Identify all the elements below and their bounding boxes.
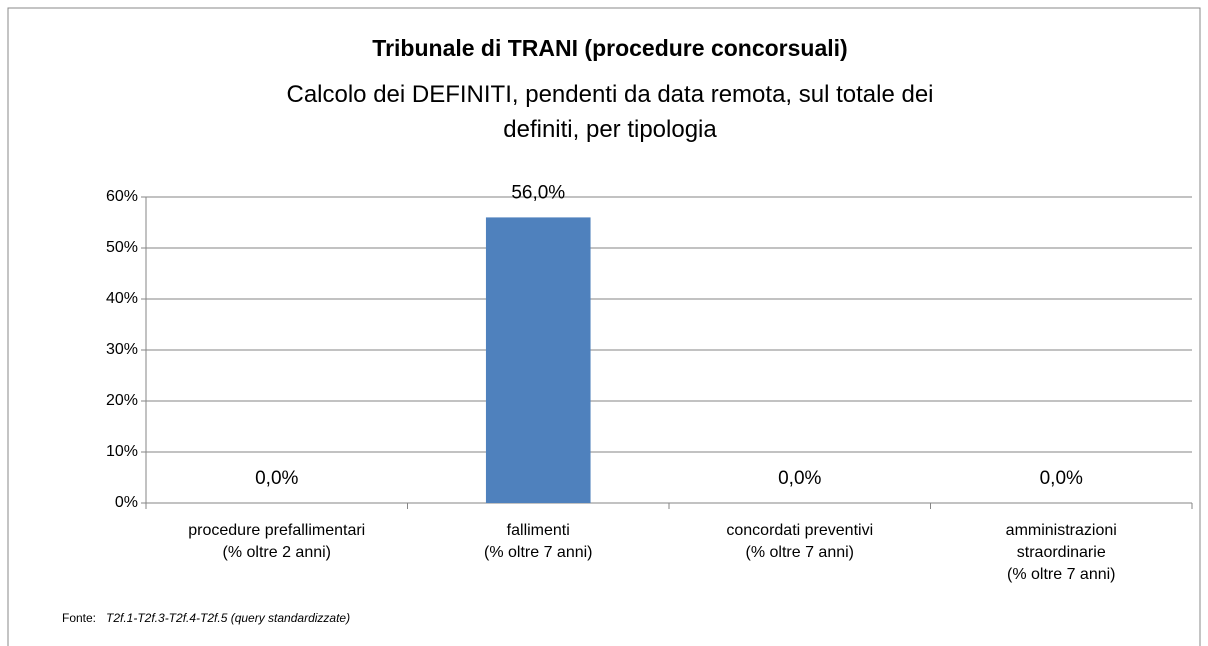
y-tick-label: 0%: [115, 494, 138, 511]
source-label: Fonte:: [62, 611, 96, 625]
chart-title: Tribunale di TRANI (procedure concorsual…: [372, 35, 847, 61]
y-tick-label: 30%: [106, 341, 138, 358]
y-tick-label: 60%: [106, 188, 138, 205]
chart-subtitle: Calcolo dei DEFINITI, pendenti da data r…: [286, 81, 933, 143]
value-label: 56,0%: [511, 182, 565, 203]
y-tick-label: 50%: [106, 239, 138, 256]
x-tick-label: fallimenti (% oltre 7 anni): [484, 522, 593, 561]
y-tick-label: 10%: [106, 443, 138, 460]
value-label: 0,0%: [255, 468, 298, 489]
chart-frame: [7, 7, 1201, 646]
value-label: 0,0%: [778, 468, 821, 489]
x-tick-label: amministrazioni straordinarie (% oltre 7 a…: [1006, 522, 1117, 583]
y-tick-label: 40%: [106, 290, 138, 307]
x-tick-label: procedure prefallimentari (% oltre 2 anni…: [188, 522, 365, 561]
y-tick-label: 20%: [106, 392, 138, 409]
source-text: T2f.1-T2f.3-T2f.4-T2f.5 (query standardi…: [106, 611, 350, 625]
bar: [485, 217, 591, 503]
x-tick-label: concordati preventivi (% oltre 7 anni): [726, 522, 873, 561]
value-label: 0,0%: [1040, 468, 1083, 489]
